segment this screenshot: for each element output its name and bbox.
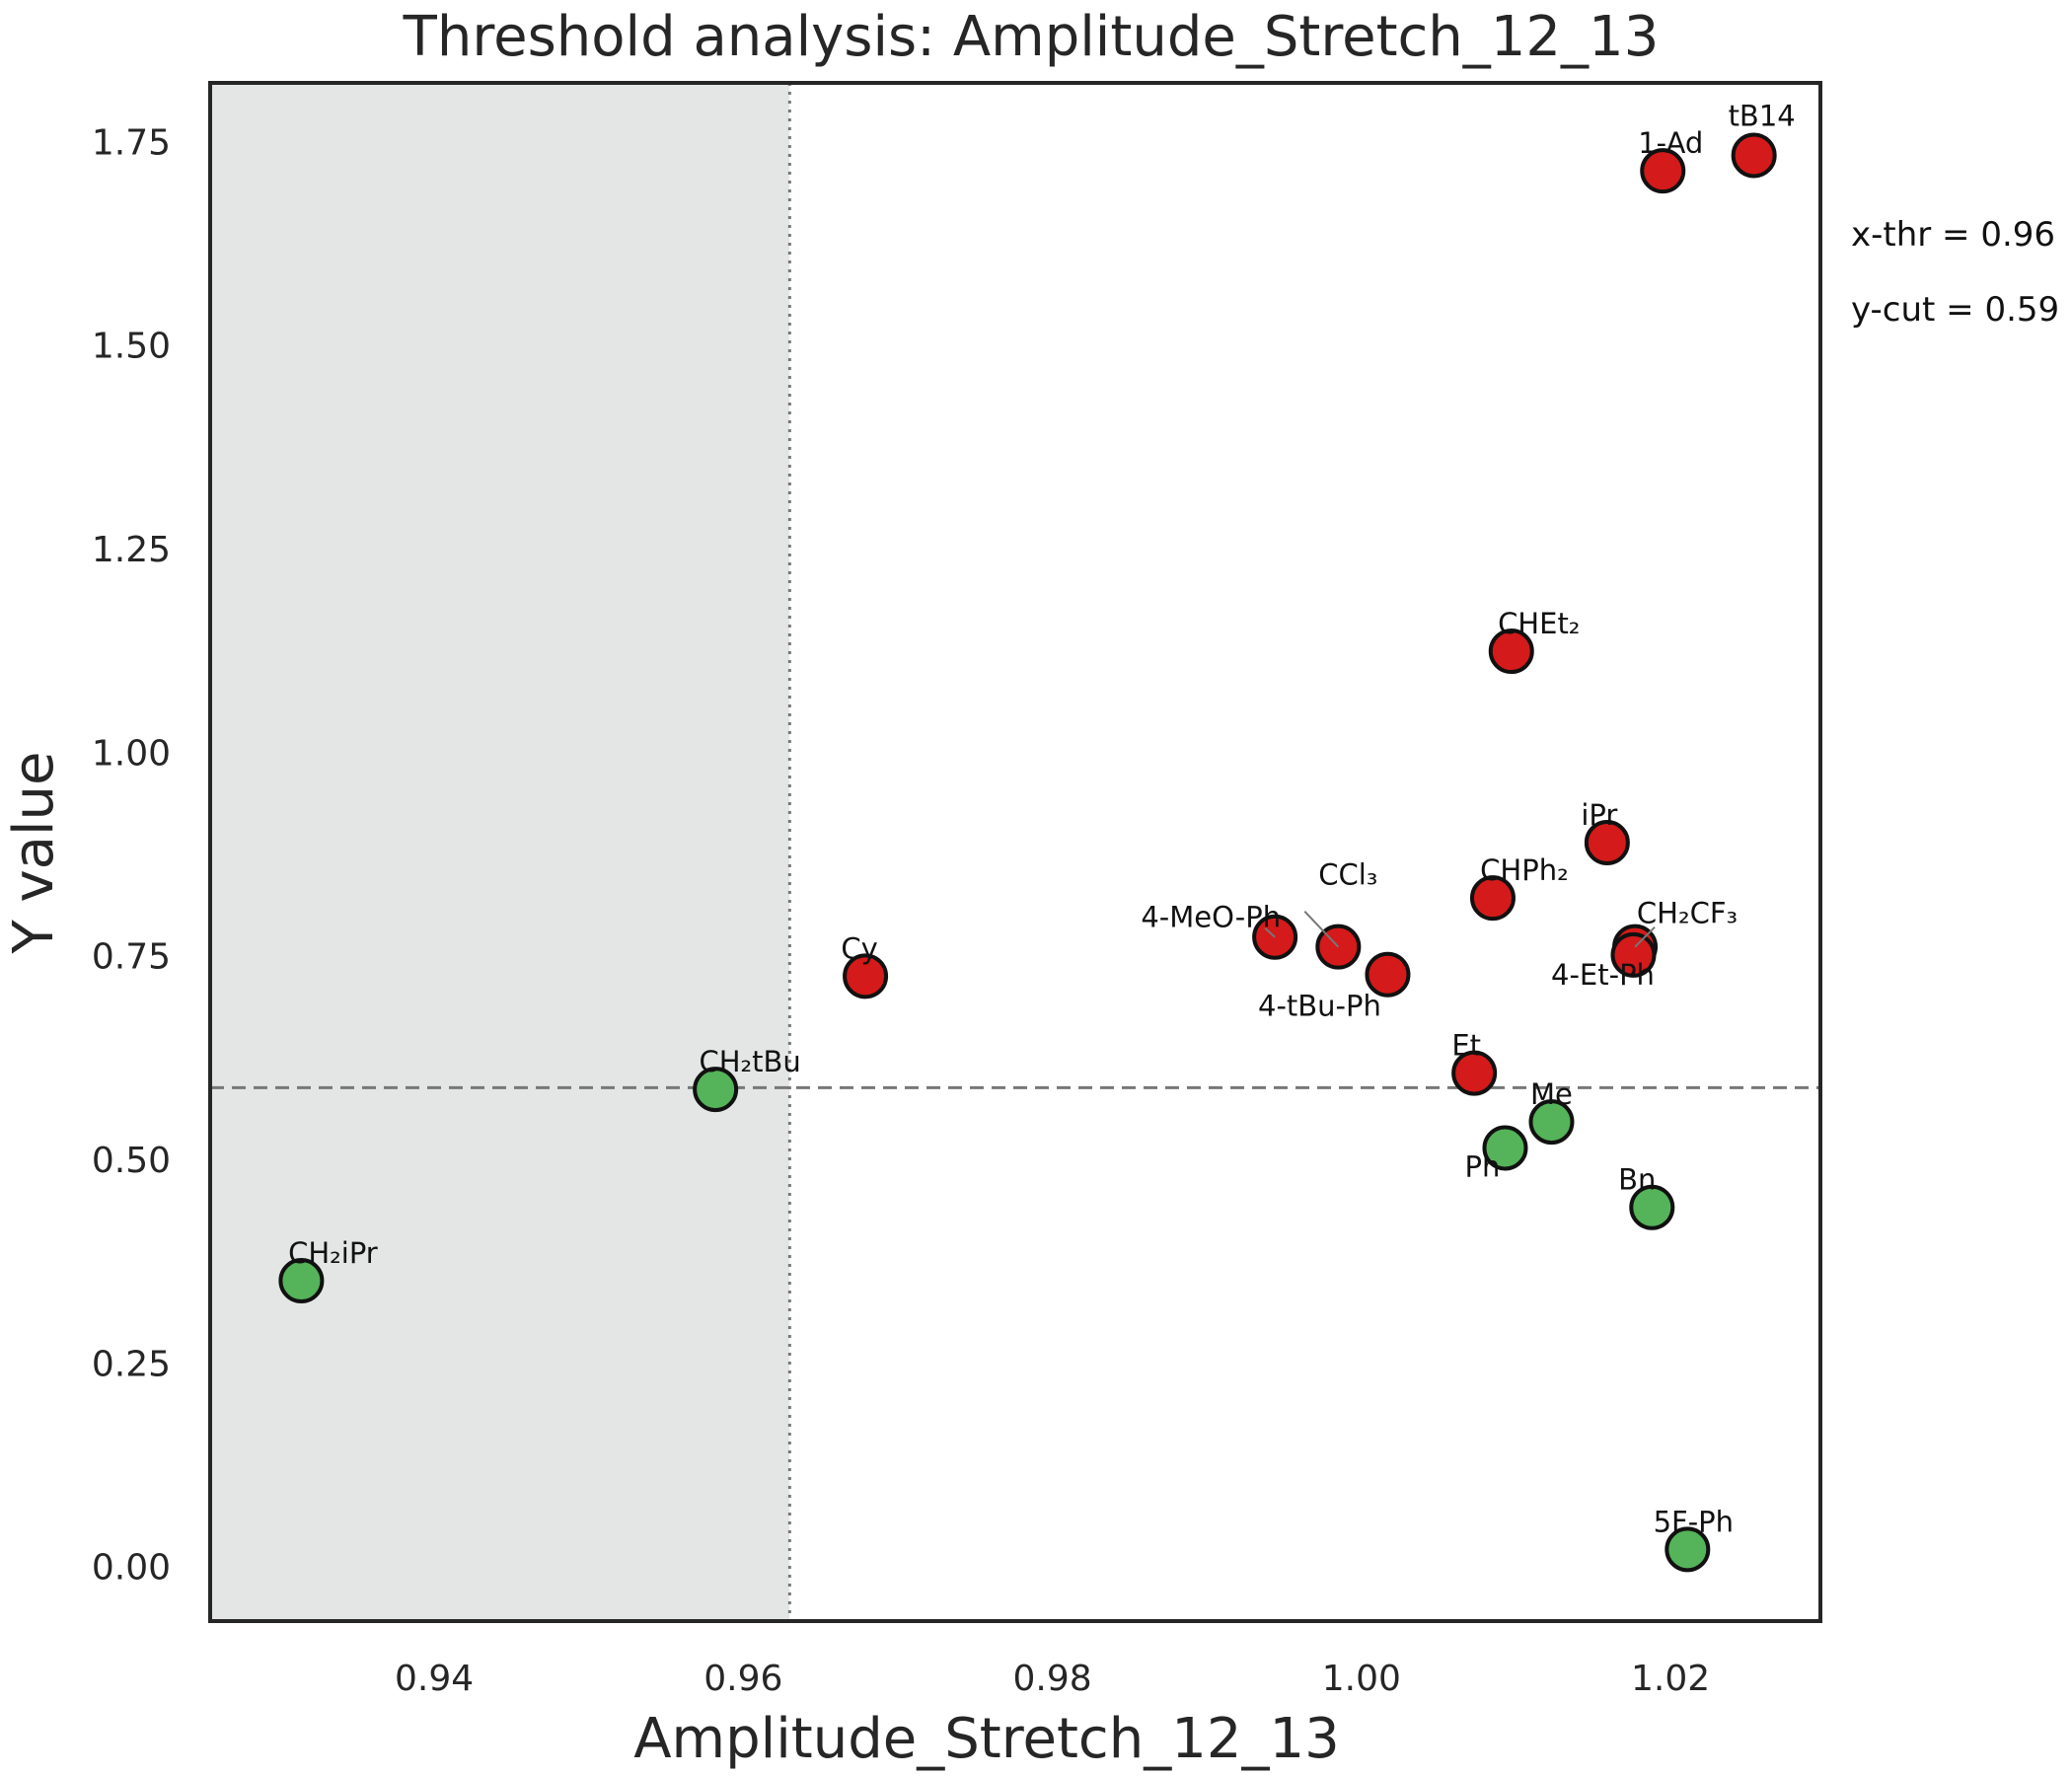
y-tick-label: 1.25 [92, 530, 171, 570]
point-leader-line [1634, 925, 1656, 948]
point-4-et-ph[interactable] [1610, 931, 1657, 978]
point-ch-ipr[interactable] [278, 1258, 325, 1304]
point-label-4-meo-ph: 4-MeO-Ph [1141, 901, 1281, 934]
plot-area: tB14 1-Ad CHEt₂ iPr CHPh₂ CH₂CF₃ 4-Et-Ph CCl₃ 4-… [208, 81, 1822, 1623]
point-me[interactable] [1528, 1099, 1575, 1146]
x-axis-ticks: 0.94 0.96 0.98 1.00 1.02 [395, 1659, 1710, 1699]
point-label-bn: Bn [1618, 1163, 1656, 1197]
point-label-chph: CHPh₂ [1480, 853, 1569, 887]
point-leader-line [1264, 927, 1276, 938]
point-cy[interactable] [843, 953, 889, 999]
y-tick-label: 0.50 [92, 1141, 171, 1181]
x-tick-label: 0.96 [703, 1659, 782, 1699]
point-et[interactable] [1451, 1050, 1498, 1096]
x-tick-label: 0.98 [1013, 1659, 1092, 1699]
point-label-et: Et [1451, 1029, 1481, 1063]
y-axis-ticks: 0.00 0.25 0.50 0.75 1.00 1.25 1.50 1.75 [92, 122, 171, 1588]
x-tick-label: 1.02 [1631, 1659, 1710, 1699]
point-label-1-ad: 1-Ad [1638, 126, 1703, 160]
point-5f-ph[interactable] [1665, 1526, 1711, 1573]
y-axis-label: Y value [2, 752, 66, 955]
x-tick-label: 0.94 [395, 1659, 474, 1699]
data-points [278, 132, 1777, 1573]
point-chet[interactable] [1488, 629, 1534, 675]
y-tick-label: 0.25 [92, 1344, 171, 1384]
y-tick-label: 1.75 [92, 122, 171, 163]
point-label-4-et-ph: 4-Et-Ph [1551, 958, 1655, 992]
y-tick-label: 1.50 [92, 327, 171, 367]
point-4-tbu-ph[interactable] [1365, 951, 1411, 998]
point-label-ipr: iPr [1581, 798, 1617, 832]
point-label-ch-tbu: CH₂tBu [699, 1045, 800, 1078]
plot-frame [208, 81, 1822, 1623]
point-label-ch-cf: CH₂CF₃ [1637, 897, 1738, 930]
point-tb14[interactable] [1731, 132, 1777, 179]
point-chph[interactable] [1469, 875, 1516, 922]
point-label-4-tbu-ph: 4-tBu-Ph [1258, 990, 1381, 1023]
point-label-cy: Cy [841, 931, 877, 965]
y-tick-label: 1.00 [92, 733, 171, 774]
point-leader-line [1303, 910, 1340, 948]
y-tick-label: 0.75 [92, 937, 171, 978]
x-tick-label: 1.00 [1322, 1659, 1401, 1699]
point-label-me: Me [1530, 1077, 1573, 1111]
chart-title: Threshold analysis: Amplitude_Stretch_12… [403, 5, 1660, 69]
point-label-ccl: CCl₃ [1318, 858, 1377, 892]
point-labels: tB14 1-Ad CHEt₂ iPr CHPh₂ CH₂CF₃ 4-Et-Ph CCl₃ 4-… [288, 99, 1796, 1538]
point-1-ad[interactable] [1640, 148, 1686, 194]
point-label-ch-ipr: CH₂iPr [288, 1236, 378, 1270]
below-threshold-shaded-region [210, 83, 790, 1621]
point-label-ph: Ph [1465, 1149, 1501, 1183]
y-tick-label: 0.00 [92, 1548, 171, 1589]
x-axis-label: Amplitude_Stretch_12_13 [633, 1707, 1339, 1771]
point-label-5f-ph: 5F-Ph [1654, 1505, 1734, 1538]
point-ch-tbu[interactable] [693, 1067, 739, 1113]
point-ph[interactable] [1482, 1125, 1528, 1171]
y-cutoff-annotation: y-cut = 0.59 [1851, 290, 2059, 330]
point-label-tb14: tB14 [1729, 99, 1796, 132]
x-threshold-annotation: x-thr = 0.96 [1851, 215, 2055, 255]
point-bn[interactable] [1629, 1184, 1675, 1230]
point-ipr[interactable] [1584, 820, 1630, 866]
point-label-chet: CHEt₂ [1498, 607, 1580, 640]
